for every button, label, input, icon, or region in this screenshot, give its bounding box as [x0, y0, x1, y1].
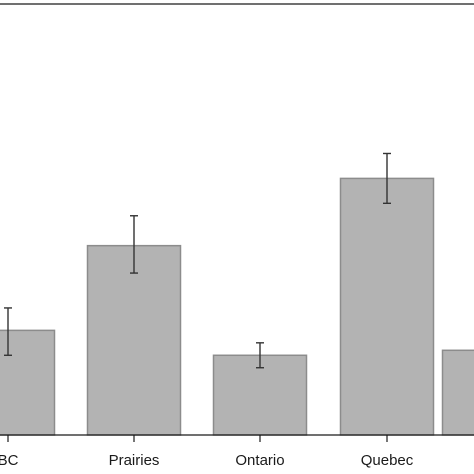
bar-ontario	[212, 354, 308, 436]
bar-quebec	[339, 177, 435, 436]
bar-prairies	[86, 244, 182, 436]
bar-unlabeled	[441, 349, 474, 436]
error-bar	[383, 152, 391, 205]
error-bar	[256, 342, 264, 369]
error-bars-group	[4, 152, 391, 369]
x-tick-label: Quebec	[361, 452, 414, 469]
bars-group	[0, 177, 474, 436]
error-bar	[4, 307, 12, 356]
error-bar	[130, 215, 138, 274]
x-tick-label: BC	[0, 452, 19, 469]
x-axis: BC Prairies Ontario Quebec	[0, 434, 474, 469]
x-tick-label: Prairies	[109, 452, 160, 469]
x-tick-label: Ontario	[235, 452, 284, 469]
